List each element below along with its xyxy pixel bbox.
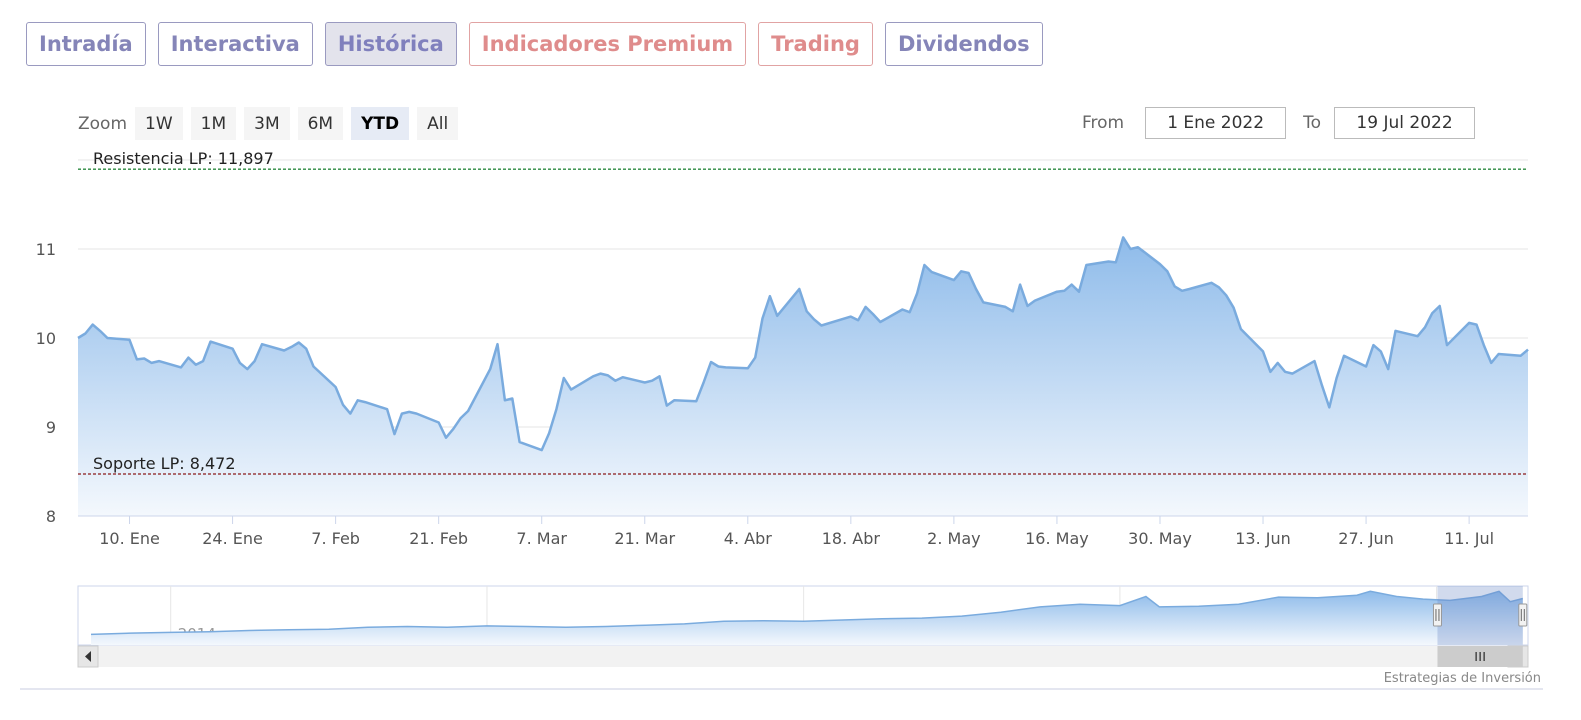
zoom-3m-button[interactable]: 3M bbox=[244, 107, 290, 140]
zoom-selector: Zoom 1W 1M 3M 6M YTD All bbox=[78, 107, 459, 140]
x-tick-label: 21. Feb bbox=[409, 529, 468, 548]
view-tabs: Intradía Interactiva Histórica Indicador… bbox=[26, 22, 1043, 66]
scroll-right-button[interactable] bbox=[1507, 645, 1529, 668]
y-tick-label: 11 bbox=[36, 240, 56, 259]
from-label: From bbox=[1082, 113, 1125, 133]
chevron-right-icon bbox=[1515, 651, 1521, 662]
y-tick-label: 9 bbox=[46, 418, 56, 437]
navigator-line bbox=[90, 590, 1523, 636]
scroll-left-button[interactable] bbox=[77, 645, 99, 668]
navigator-year-label: 2022 bbox=[1444, 625, 1482, 643]
scrollbar-track[interactable] bbox=[78, 646, 1528, 667]
x-tick-label: 2. May bbox=[927, 529, 980, 548]
x-tick-label: 11. Jul bbox=[1444, 529, 1494, 548]
range-selector: From 1 Ene 2022 To 19 Jul 2022 bbox=[1082, 107, 1476, 139]
x-tick-label: 13. Jun bbox=[1235, 529, 1291, 548]
navigator-year-label: 2018 bbox=[811, 625, 849, 643]
x-tick-label: 24. Ene bbox=[202, 529, 263, 548]
navigator-selection[interactable] bbox=[1437, 586, 1523, 645]
resistance-label: Resistencia LP: 11,897 bbox=[93, 149, 274, 168]
x-tick-label: 21. Mar bbox=[614, 529, 675, 548]
navigator-frame bbox=[77, 585, 1529, 646]
x-tick-label: 10. Ene bbox=[99, 529, 160, 548]
zoom-label: Zoom bbox=[78, 113, 128, 134]
y-tick-label: 8 bbox=[46, 507, 56, 526]
y-tick-label: 10 bbox=[36, 329, 56, 348]
tab-intradia[interactable]: Intradía bbox=[26, 22, 146, 66]
tab-indicadores-premium[interactable]: Indicadores Premium bbox=[468, 22, 747, 66]
x-tick-label: 7. Mar bbox=[516, 529, 567, 548]
tab-dividendos[interactable]: Dividendos bbox=[884, 22, 1043, 66]
x-tick-label: 4. Abr bbox=[724, 529, 772, 548]
navigator-year-label: 2014 bbox=[178, 625, 216, 643]
navigator-left-handle[interactable] bbox=[1432, 603, 1442, 627]
price-line[interactable] bbox=[77, 236, 1529, 452]
chevron-left-icon bbox=[85, 651, 91, 662]
price-area bbox=[78, 237, 1528, 516]
zoom-1m-button[interactable]: 1M bbox=[190, 107, 237, 140]
chart-credit: Estrategias de Inversión bbox=[1384, 671, 1541, 686]
zoom-ytd-button[interactable]: YTD bbox=[351, 107, 410, 140]
x-tick-label: 30. May bbox=[1128, 529, 1192, 548]
zoom-all-button[interactable]: All bbox=[417, 107, 459, 140]
x-tick-label: 16. May bbox=[1025, 529, 1089, 548]
navigator-year-label: 2020 bbox=[1127, 625, 1165, 643]
from-date-input[interactable]: 1 Ene 2022 bbox=[1145, 107, 1287, 139]
navigator-year-label: 2016 bbox=[494, 625, 532, 643]
tab-historica[interactable]: Histórica bbox=[324, 22, 457, 66]
tab-trading[interactable]: Trading bbox=[758, 22, 873, 66]
x-tick-label: 7. Feb bbox=[311, 529, 360, 548]
zoom-6m-button[interactable]: 6M bbox=[297, 107, 344, 140]
x-tick-label: 18. Abr bbox=[822, 529, 881, 548]
tab-interactiva[interactable]: Interactiva bbox=[157, 22, 313, 66]
navigator-right-handle[interactable] bbox=[1518, 603, 1528, 627]
support-label: Soporte LP: 8,472 bbox=[93, 454, 236, 473]
zoom-1w-button[interactable]: 1W bbox=[135, 107, 183, 140]
navigator-area bbox=[91, 591, 1523, 645]
x-tick-label: 27. Jun bbox=[1338, 529, 1394, 548]
to-label: To bbox=[1303, 113, 1322, 133]
scrollbar-thumb[interactable] bbox=[1437, 646, 1523, 667]
to-date-input[interactable]: 19 Jul 2022 bbox=[1334, 107, 1476, 139]
